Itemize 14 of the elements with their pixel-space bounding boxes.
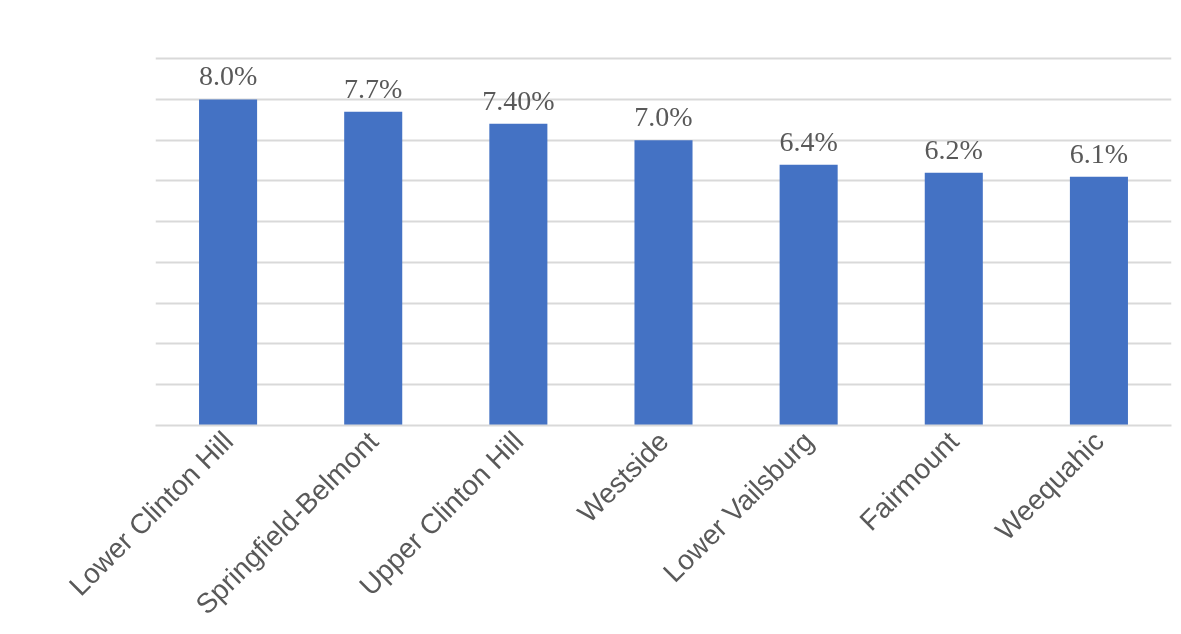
data-label: 7.7% [344,72,403,104]
data-label: 7.0% [634,101,693,133]
bar [779,164,838,426]
bar [924,172,983,426]
bar [489,123,548,426]
data-label: 7.40% [482,84,555,116]
data-label: 8.0% [198,60,258,92]
data-label: 6.1% [1069,137,1129,169]
data-label: 6.2% [924,133,983,165]
bar [199,99,258,426]
bar [344,111,403,426]
bar [634,140,693,426]
bar [1069,176,1128,426]
data-label: 6.4% [779,125,838,157]
